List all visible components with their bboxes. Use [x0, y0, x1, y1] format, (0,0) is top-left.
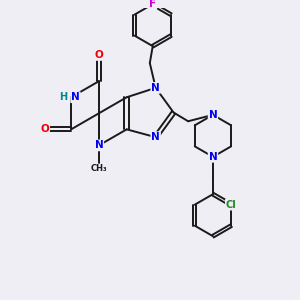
Text: N: N [208, 110, 217, 120]
Text: F: F [149, 0, 156, 9]
Text: N: N [151, 132, 160, 142]
Text: CH₃: CH₃ [91, 164, 107, 173]
Text: N: N [151, 83, 160, 93]
Text: N: N [208, 152, 217, 162]
Text: O: O [94, 50, 103, 60]
Text: N: N [71, 92, 80, 102]
Text: N: N [94, 140, 103, 150]
Text: Cl: Cl [226, 200, 236, 210]
Text: O: O [40, 124, 49, 134]
Text: H: H [59, 92, 67, 102]
